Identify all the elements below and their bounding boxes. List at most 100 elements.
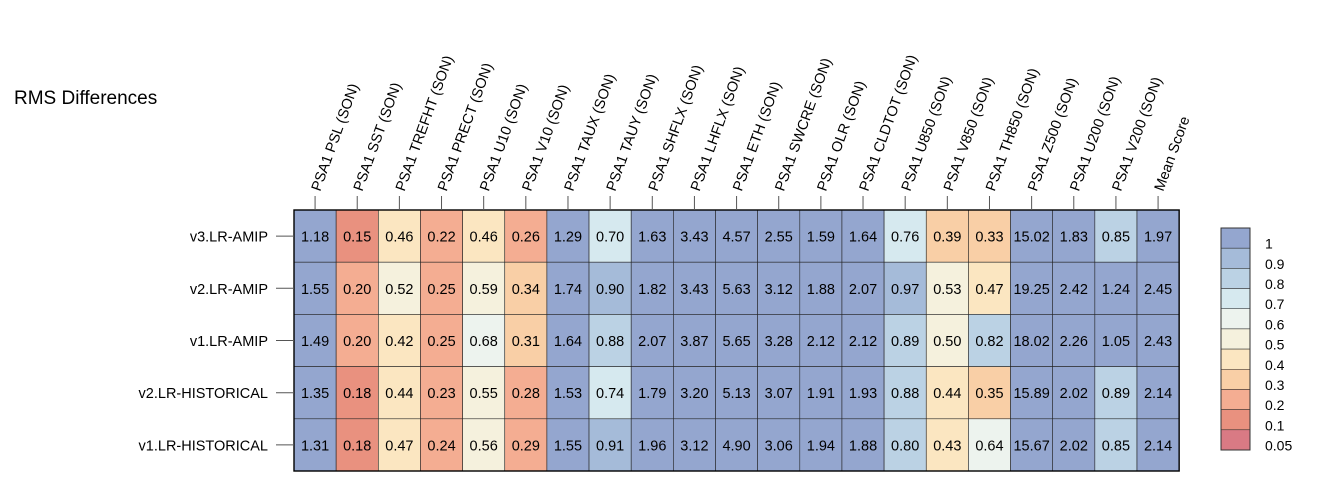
cell-value-label: 0.56 (470, 438, 498, 454)
heatmap-cell (630, 209, 674, 263)
heatmap-cell (504, 261, 548, 315)
colorbar-swatch (1220, 227, 1251, 249)
heatmap-cell (420, 261, 463, 315)
cell-value-label: 0.18 (343, 386, 371, 402)
cell-value-label: 1.18 (301, 230, 329, 246)
cell-value-label: 1.88 (849, 438, 877, 454)
heatmap-cell (841, 209, 885, 263)
heatmap-cell (1052, 314, 1096, 367)
cell-value-label: 0.82 (975, 334, 1003, 350)
colorbar-swatch (1220, 268, 1251, 289)
heatmap-cell (673, 261, 716, 315)
cell-value-label: 1.82 (638, 282, 666, 298)
cell-value-label: 0.50 (933, 334, 961, 350)
cell-value-label: 2.07 (638, 334, 666, 350)
cell-value-label: 0.44 (385, 386, 413, 402)
colorbar-label: 0.7 (1265, 296, 1285, 312)
colorbar-label: 0.1 (1265, 417, 1285, 433)
heatmap-cell (1094, 261, 1138, 315)
heatmap-cell (757, 209, 801, 263)
row-label: v1.LR-AMIP (190, 334, 268, 350)
heatmap-cell (883, 366, 927, 420)
chart-title: RMS Differences (14, 88, 158, 109)
heatmap-cell (588, 261, 632, 315)
colorbar-frame (1220, 227, 1251, 451)
heatmap-cell (420, 314, 463, 367)
heatmap-cell (1010, 261, 1053, 315)
cell-value-label: 0.70 (596, 230, 624, 246)
cell-value-label: 1.63 (638, 230, 666, 246)
heatmap-cell (841, 261, 885, 315)
heatmap-cell (883, 209, 927, 263)
cell-value-label: 0.39 (933, 230, 961, 246)
heatmap-cell (588, 366, 632, 420)
cell-value-label: 0.89 (891, 334, 919, 350)
heatmap-cell (420, 366, 463, 420)
heatmap-cell (799, 314, 843, 367)
colorbar-label: 0.5 (1265, 337, 1285, 353)
heatmap-cell (925, 314, 969, 367)
cell-value-label: 0.44 (933, 386, 961, 402)
heatmap-cell (968, 314, 1011, 367)
cell-value-label: 1.64 (849, 230, 877, 246)
cell-value-label: 15.67 (1013, 438, 1049, 454)
cell-value-label: 2.45 (1144, 282, 1172, 298)
heatmap-cell (588, 314, 632, 367)
cell-value-label: 0.31 (512, 334, 540, 350)
cell-value-label: 2.07 (849, 282, 877, 298)
cell-value-label: 1.05 (1102, 334, 1130, 350)
colorbar-swatch (1220, 247, 1251, 269)
cell-value-label: 0.64 (975, 438, 1003, 454)
heatmap-cell (1052, 366, 1096, 420)
heatmap-cell (715, 209, 758, 263)
heatmap-cell (293, 366, 337, 420)
column-label: Mean Score (1152, 114, 1194, 193)
heatmap-cell (1010, 209, 1053, 263)
cell-value-label: 1.55 (301, 282, 329, 298)
cell-value-label: 0.55 (470, 386, 498, 402)
cell-value-label: 2.12 (849, 334, 877, 350)
cell-value-label: 15.02 (1013, 230, 1049, 246)
colorbar-label: 0.05 (1265, 438, 1292, 454)
heatmap-cell (335, 366, 379, 420)
cell-value-label: 0.25 (427, 334, 455, 350)
cell-value-label: 4.90 (722, 438, 750, 454)
colorbar-label: 0.2 (1265, 397, 1285, 413)
heatmap-cell (377, 261, 421, 315)
cell-value-label: 0.90 (596, 282, 624, 298)
heatmap-cell (377, 418, 421, 472)
heatmap-cell (715, 261, 758, 315)
heatmap-cell (968, 366, 1011, 420)
cell-value-label: 3.87 (680, 334, 708, 350)
heatmap-cell (462, 418, 506, 472)
cell-value-label: 1.64 (554, 334, 582, 350)
cell-value-label: 0.85 (1102, 438, 1130, 454)
cell-value-label: 0.59 (470, 282, 498, 298)
colorbar-swatch (1220, 348, 1251, 370)
cell-value-label: 3.06 (765, 438, 793, 454)
colorbar-swatch (1220, 288, 1251, 309)
cell-value-label: 1.79 (638, 386, 666, 402)
cell-value-label: 1.31 (301, 438, 329, 454)
heatmap-cell (841, 314, 885, 367)
cell-value-label: 1.96 (638, 438, 666, 454)
cell-value-label: 1.91 (807, 386, 835, 402)
cell-value-label: 0.15 (343, 230, 371, 246)
row-label: v3.LR-AMIP (190, 230, 268, 246)
cell-value-label: 3.12 (765, 282, 793, 298)
cell-value-label: 1.53 (554, 386, 582, 402)
cell-value-label: 1.35 (301, 386, 329, 402)
heatmap-cell (883, 261, 927, 315)
cell-value-label: 2.02 (1060, 438, 1088, 454)
row-label: v2.LR-AMIP (190, 282, 268, 298)
cell-value-label: 0.46 (385, 230, 413, 246)
heatmap-cell (1052, 418, 1096, 472)
cell-value-label: 3.43 (680, 282, 708, 298)
heatmap-cell (335, 314, 379, 367)
colorbar-label: 0.3 (1265, 377, 1285, 393)
cell-value-label: 1.88 (807, 282, 835, 298)
row-label: v2.LR-HISTORICAL (139, 386, 268, 402)
heatmap-cell (925, 418, 969, 472)
colorbar-label: 0.8 (1265, 276, 1285, 292)
colorbar-swatch (1220, 308, 1251, 330)
